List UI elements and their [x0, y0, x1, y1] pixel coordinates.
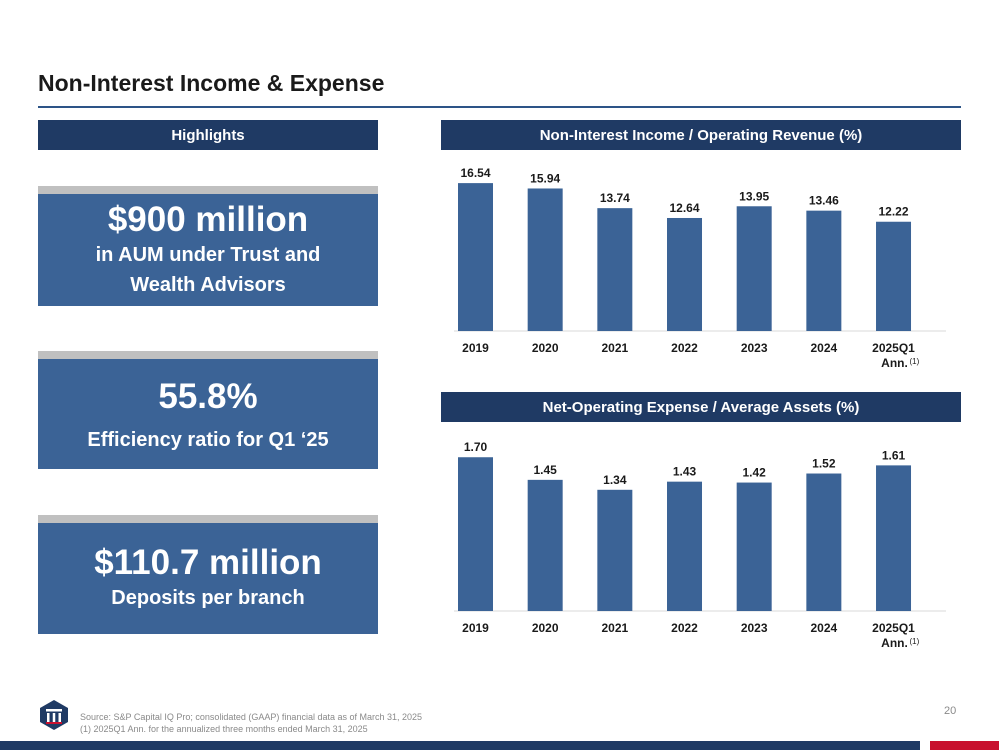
tick-label: 2019 [462, 621, 489, 635]
highlight-card-body: 55.8% Efficiency ratio for Q1 ‘25 [38, 359, 378, 469]
data-label: 13.95 [739, 189, 769, 203]
highlight-caption-line: Efficiency ratio for Q1 ‘25 [87, 429, 329, 451]
footer-source: Source: S&P Capital IQ Pro; consolidated… [80, 711, 422, 735]
tick-label: 2020 [532, 621, 559, 635]
footnote-marker: (1) [910, 637, 920, 646]
data-label: 13.74 [600, 191, 630, 205]
page-number: 20 [944, 705, 957, 717]
bar [527, 479, 563, 611]
tick-label: 2024 [810, 341, 837, 355]
bar [736, 206, 772, 331]
company-logo [40, 700, 68, 730]
tick-label: 2024 [810, 621, 837, 635]
footer-bar [0, 741, 920, 750]
highlight-caption-line: Wealth Advisors [130, 274, 286, 296]
tick-sublabel: Ann. [881, 636, 908, 650]
highlight-card-deposits: $110.7 million Deposits per branch [38, 515, 378, 634]
bar [458, 183, 493, 331]
highlight-card-cap [38, 515, 378, 523]
chart-income-ratio: 16.54 2019 15.94 2020 13.74 2021 12.64 2022 13.9… [454, 166, 946, 370]
bar [876, 221, 912, 331]
tick-label: 2021 [601, 341, 628, 355]
data-label: 12.22 [879, 205, 909, 219]
tick-label: 2023 [741, 341, 768, 355]
bar [667, 217, 703, 331]
tick-label: 2025Q1 [872, 621, 915, 635]
highlight-big-value: 55.8% [158, 377, 258, 416]
bar [736, 482, 772, 611]
highlight-card-aum: $900 million in AUM under Trust and Weal… [38, 186, 378, 306]
highlight-card-cap [38, 186, 378, 194]
highlight-card-body: $900 million in AUM under Trust and Weal… [38, 194, 378, 306]
title-divider [38, 106, 961, 108]
data-label: 1.61 [882, 448, 906, 462]
footnote: (1) 2025Q1 Ann. for the annualized three… [80, 724, 368, 734]
data-label: 12.64 [669, 201, 699, 215]
data-label: 1.42 [743, 466, 767, 480]
tick-label: 2020 [532, 341, 559, 355]
bar [458, 457, 493, 611]
highlight-big-value: $900 million [107, 200, 309, 239]
bar [876, 465, 912, 611]
chart-income-title: Non-Interest Income / Operating Revenue … [441, 120, 961, 150]
tick-label: 2022 [671, 341, 698, 355]
source-note: Source: S&P Capital IQ Pro; consolidated… [80, 712, 423, 722]
bar [597, 208, 633, 331]
tick-label: 2023 [741, 621, 768, 635]
highlight-card-efficiency: 55.8% Efficiency ratio for Q1 ‘25 [38, 351, 378, 469]
footer-accent-bar [930, 741, 999, 750]
bar [527, 188, 563, 331]
data-label: 15.94 [530, 171, 560, 185]
tick-label: 2022 [671, 621, 698, 635]
bar [806, 473, 842, 611]
highlight-card-cap [38, 351, 378, 359]
highlight-caption-line: Deposits per branch [111, 587, 305, 609]
bar [667, 481, 703, 611]
chart-expense-title: Net-Operating Expense / Average Assets (… [441, 392, 961, 422]
highlight-caption-line: in AUM under Trust and [95, 244, 321, 266]
data-label: 1.43 [673, 465, 697, 479]
highlight-big-value: $110.7 million [94, 543, 322, 582]
data-label: 1.70 [464, 440, 488, 454]
data-label: 1.34 [603, 473, 627, 487]
bar [806, 210, 842, 331]
data-label: 13.46 [809, 194, 839, 208]
data-label: 1.52 [812, 457, 836, 471]
chart-expense-ratio: 1.70 2019 1.45 2020 1.34 2021 1.43 2022 1.42 2023… [454, 440, 946, 650]
tick-label: 2025Q1 [872, 341, 915, 355]
highlight-card-body: $110.7 million Deposits per branch [38, 523, 378, 634]
tick-sublabel: Ann. [881, 356, 908, 370]
footnote-marker: (1) [910, 357, 920, 366]
tick-label: 2021 [601, 621, 628, 635]
data-label: 1.45 [533, 463, 557, 477]
bar [597, 489, 633, 611]
page-title: Non-Interest Income & Expense [38, 70, 385, 96]
data-label: 16.54 [460, 166, 490, 180]
tick-label: 2019 [462, 341, 489, 355]
highlights-header: Highlights [38, 120, 378, 150]
